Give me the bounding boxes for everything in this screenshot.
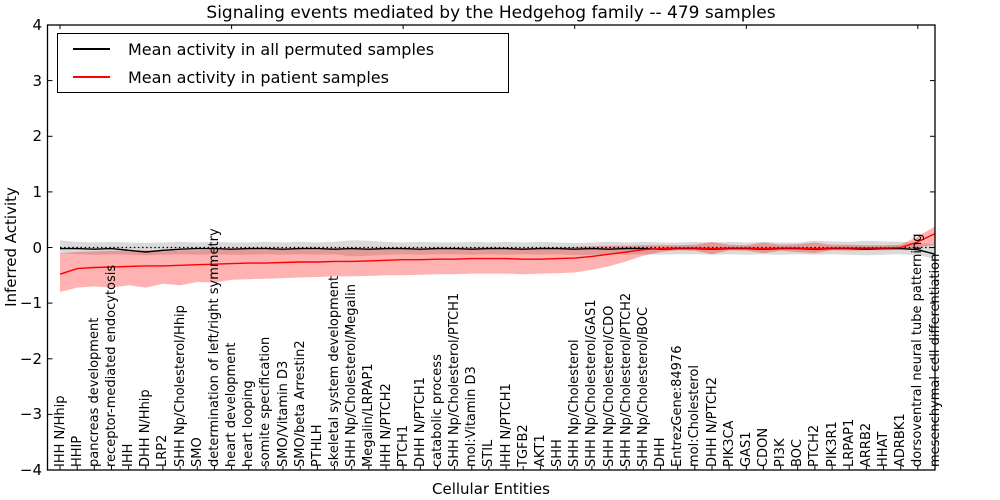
x-tick-label: CDON [755,427,771,467]
band-series-0 [60,240,935,259]
x-tick-label: HHAT [876,431,891,467]
x-tick-label: LRPAP1 [841,418,857,467]
x-axis-title: Cellular Entities [432,480,550,498]
chart-title: Signaling events mediated by the Hedgeho… [206,3,776,23]
x-tick-label: HHIP [69,435,85,467]
x-tick-label: SHH [550,439,565,467]
legend: Mean activity in all permuted samples Me… [57,33,509,93]
x-tick-label: DHH N/Hhip [138,389,154,467]
x-tick-label: GAS1 [738,431,754,468]
x-tick-label: SHH Np/Cholesterol/BOC [635,306,651,467]
x-tick-label: IHH N/Hhip [52,395,68,468]
x-tick-label: catabolic process [430,354,445,467]
x-tick-label: IHH N/PTCH1 [498,383,514,467]
legend-entry-patient: Mean activity in patient samples [58,65,508,90]
x-tick-label: SHH Np/Cholesterol [567,339,583,467]
y-tick-label: −1 [19,294,42,313]
x-tick-label: EntrezGene:84976 [670,345,686,467]
x-tick-label: pancreas development [86,317,102,467]
x-tick-label: heart development [224,342,240,467]
x-tick-label: DHH N/PTCH1 [412,377,428,467]
x-tick-label: heart looping [241,380,257,467]
x-tick-label: IHH [121,443,137,467]
y-tick-label: 1 [32,182,42,201]
legend-entry-permuted: Mean activity in all permuted samples [58,37,508,62]
x-tick-label: skeletal system development [327,275,342,467]
x-tick-label: AKT1 [532,434,548,467]
x-tick-label: Megalin/LRPAP1 [361,363,377,467]
y-tick-label: −3 [19,405,42,424]
x-tick-label: STIL [481,439,497,467]
legend-label-permuted: Mean activity in all permuted samples [128,39,435,59]
x-tick-label: PIK3CA [721,420,737,467]
y-tick-label: −2 [19,349,42,368]
y-tick-label: 3 [32,71,42,90]
x-tick-label: PIK3R1 [824,421,840,467]
x-tick-label: PTCH1 [395,424,411,467]
x-tick-label: SHH Np/Cholesterol/PTCH2 [618,292,634,467]
x-tick-label: TGFB2 [515,424,531,467]
x-tick-label: ADRBK1 [893,413,909,467]
x-tick-label: SHH Np/Cholesterol/Hhip [172,305,188,467]
line-series-1 [59,232,936,275]
y-tick-label: 4 [32,16,42,34]
x-tick-label: SHH Np/Cholesterol/GAS1 [584,299,600,467]
tick-marks [47,24,936,471]
x-tick-label: dorsoventral neural tube patterning [910,233,926,467]
x-tick-label: PTHLH [309,424,325,467]
x-tick-label: IHH N/PTCH2 [378,383,394,467]
x-tick-label: mesenchymal cell differentiation [927,253,943,467]
x-tick-label: receptor-mediated endocytosis [104,264,119,467]
permuted-line-swatch [73,48,110,50]
x-tick-label: DHH N/PTCH2 [704,377,720,467]
x-tick-label: ARRB2 [858,422,874,467]
x-tick-label: SMO/Vitamin D3 [275,360,291,467]
x-tick-label: DHH [653,437,668,467]
y-tick-label: −4 [19,461,42,479]
x-tick-label: PTCH2 [807,424,823,467]
x-tick-label: SHH Np/Cholesterol/CDO [601,305,617,467]
x-tick-label: mol:Cholesterol [687,365,703,467]
x-tick-label: mol:Vitamin D3 [464,366,480,467]
x-tick-label: SHH Np/Cholesterol/PTCH1 [447,292,463,467]
y-tick-label: 2 [32,127,42,146]
x-tick-label: determination of left/right symmetry [206,228,222,467]
x-tick-label: PI3K [773,438,789,467]
patient-line-swatch [73,76,110,78]
x-tick-label: SHH Np/Cholesterol/Megalin [344,284,360,467]
legend-label-patient: Mean activity in patient samples [128,67,389,87]
x-tick-label: LRP2 [155,434,171,467]
x-tick-label: BOC [790,439,806,467]
y-tick-label: 0 [32,238,42,257]
x-tick-label: SMO [189,437,205,467]
x-tick-label: somite specification [258,336,274,467]
x-tick-label: SMO/beta Arrestin2 [292,340,308,467]
